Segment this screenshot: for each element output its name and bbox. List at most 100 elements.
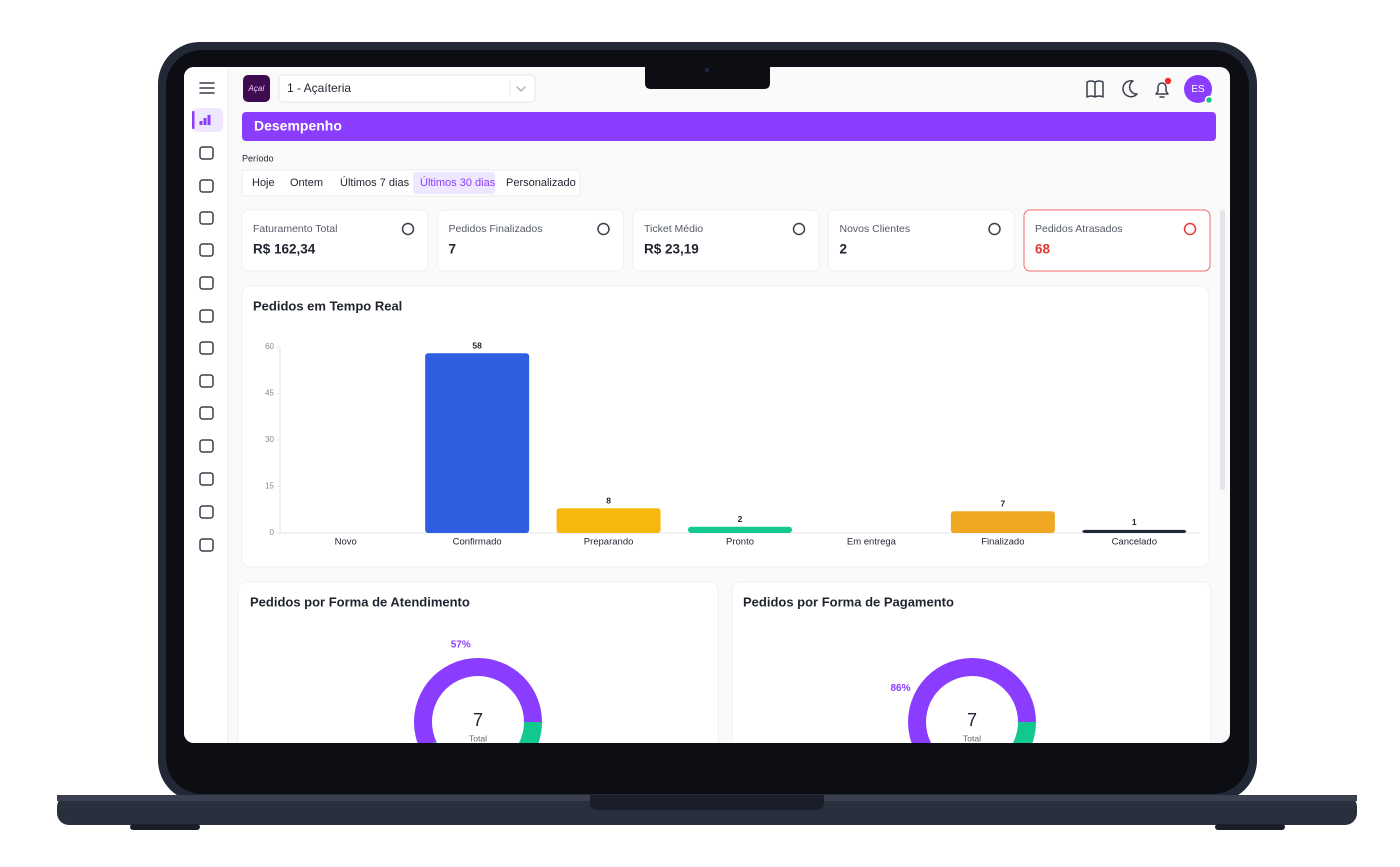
kpi-card xyxy=(632,209,820,272)
kpi-value: R$ 162,34 xyxy=(253,242,316,257)
page-banner xyxy=(242,112,1216,141)
store-name: 1 - Açaíteria xyxy=(287,81,351,95)
nav-icon[interactable] xyxy=(199,374,214,388)
foot xyxy=(1215,824,1285,830)
bar xyxy=(556,508,661,533)
screen-content: Açaí 1 - Açaíteria ES Desempenho Período… xyxy=(184,67,1225,743)
kpi-label: Faturamento Total xyxy=(253,223,337,235)
base-groove xyxy=(590,795,824,810)
period-tabs xyxy=(241,169,581,197)
bar-value-label: 58 xyxy=(472,340,482,350)
bar-value-label: 2 xyxy=(738,514,743,524)
x-tick-label: Finalizado xyxy=(981,537,1024,548)
y-tick-label: 45 xyxy=(265,389,274,398)
period-option[interactable]: Hoje xyxy=(252,177,275,189)
nav-icon[interactable] xyxy=(199,243,214,257)
nav-icon[interactable] xyxy=(199,505,214,519)
y-tick-label: 60 xyxy=(265,342,274,351)
nav-indicator xyxy=(192,111,195,129)
scrollbar[interactable] xyxy=(1220,210,1225,490)
bar-value-label: 8 xyxy=(606,495,611,505)
bar-value-label: 1 xyxy=(1132,517,1137,527)
nav-icon[interactable] xyxy=(199,309,214,323)
theme-icon[interactable] xyxy=(1122,79,1138,98)
nav-icon[interactable] xyxy=(199,276,214,290)
kpi-value: 2 xyxy=(840,242,848,257)
y-tick-label: 30 xyxy=(265,435,274,444)
kpi-card xyxy=(1023,209,1211,272)
nav-icon[interactable] xyxy=(199,538,214,552)
donut-value-label: 57% xyxy=(451,640,471,651)
nav-icon[interactable] xyxy=(199,115,211,125)
camera xyxy=(705,68,709,72)
nav-icon[interactable] xyxy=(199,341,214,355)
bar-value-label: 7 xyxy=(1000,499,1005,509)
bar xyxy=(950,511,1055,533)
kpi-label: Pedidos Finalizados xyxy=(449,223,543,235)
kpi-card xyxy=(241,209,429,272)
bar xyxy=(425,353,530,533)
kpi-card xyxy=(437,209,624,272)
nav-icon[interactable] xyxy=(199,211,214,225)
donut-value-label: 86% xyxy=(891,683,911,694)
donut-segment xyxy=(414,658,542,743)
x-tick-label: Confirmado xyxy=(453,537,502,548)
period-option[interactable]: Últimos 30 dias xyxy=(420,176,496,189)
donut-center-value: 7 xyxy=(473,710,483,730)
store-logo[interactable] xyxy=(243,75,270,102)
page-title: Desempenho xyxy=(254,118,342,134)
period-label: Período xyxy=(242,153,274,163)
x-tick-label: Novo xyxy=(335,537,357,548)
nav-icon[interactable] xyxy=(199,146,214,160)
donut-segment xyxy=(1001,722,1036,743)
donut-center-label: Total xyxy=(469,733,487,743)
nav-icon[interactable] xyxy=(199,439,214,453)
y-tick-label: 15 xyxy=(265,482,274,491)
kpi-label: Ticket Médio xyxy=(644,223,703,235)
nav-icon[interactable] xyxy=(199,406,214,420)
x-tick-label: Preparando xyxy=(584,537,634,548)
chart-title: Pedidos em Tempo Real xyxy=(253,298,402,313)
x-tick-label: Pronto xyxy=(726,537,754,548)
period-option[interactable]: Personalizado xyxy=(506,177,576,189)
bar xyxy=(1082,529,1187,533)
foot xyxy=(130,824,200,830)
avatar[interactable] xyxy=(1184,75,1212,103)
logo-mark: Açaí xyxy=(247,84,265,93)
nav-icon[interactable] xyxy=(199,472,214,486)
camera-notch xyxy=(645,67,770,89)
kpi-value: 68 xyxy=(1035,242,1051,257)
period-option[interactable]: Ontem xyxy=(290,177,323,189)
docs-icon[interactable] xyxy=(1086,80,1104,98)
kpi-icon xyxy=(792,222,806,236)
chart-panel xyxy=(241,285,1210,568)
avatar-initials: ES xyxy=(1191,84,1205,95)
kpi-value: R$ 23,19 xyxy=(644,242,699,257)
chart-panel xyxy=(731,581,1212,743)
bar xyxy=(688,526,792,533)
period-selected xyxy=(413,172,495,194)
kpi-label: Novos Clientes xyxy=(840,223,911,235)
notifications-icon[interactable] xyxy=(1155,82,1169,98)
sidebar xyxy=(184,67,228,743)
kpi-value: 7 xyxy=(449,242,457,257)
kpi-card xyxy=(828,209,1015,272)
nav-icon[interactable] xyxy=(199,179,214,193)
store-select[interactable] xyxy=(278,74,536,103)
status-dot xyxy=(1204,95,1214,105)
period-option[interactable]: Últimos 7 dias xyxy=(340,176,410,189)
donut-center-value: 7 xyxy=(967,710,977,730)
y-tick-label: 0 xyxy=(270,528,275,537)
donut-center-label: Total xyxy=(963,733,981,743)
chart-panel xyxy=(237,581,719,743)
chart-title: Pedidos por Forma de Pagamento xyxy=(743,594,954,609)
x-tick-label: Cancelado xyxy=(1112,537,1157,548)
select-chevron xyxy=(516,86,526,92)
menu-icon[interactable] xyxy=(199,82,215,94)
kpi-label: Pedidos Atrasados xyxy=(1035,223,1123,235)
chart-title: Pedidos por Forma de Atendimento xyxy=(250,594,470,609)
kpi-icon xyxy=(988,222,1001,236)
notification-dot xyxy=(1164,77,1172,85)
